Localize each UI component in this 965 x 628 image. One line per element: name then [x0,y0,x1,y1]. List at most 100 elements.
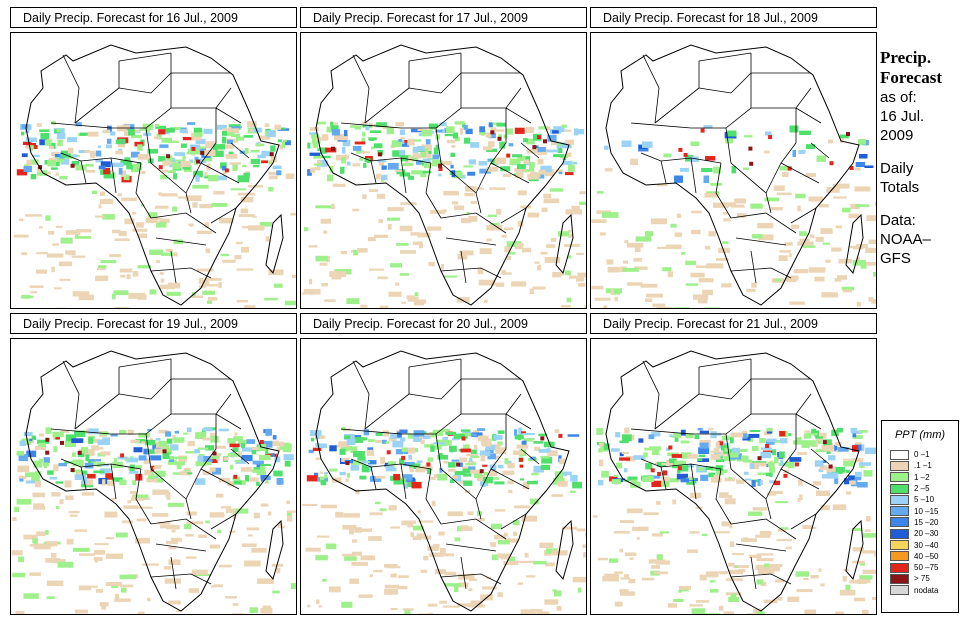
precip-cell [699,574,707,581]
precip-cell [228,127,240,134]
precip-cell [619,589,629,593]
precip-cell [540,456,550,459]
precip-cell [714,531,731,534]
precip-cell [822,242,830,245]
precip-cell [712,202,729,208]
precip-cell [512,450,524,455]
precip-cell [221,136,227,144]
panel-date: 17 Jul., 2009 [456,11,528,25]
precip-cell [102,479,106,486]
precip-cell [161,447,173,453]
precip-cell [513,531,518,536]
precip-cell [144,125,150,133]
precip-cell [264,297,278,301]
precip-cell [720,444,729,451]
precip-cell [818,204,829,208]
precip-cell [806,144,815,149]
precip-cell [454,205,464,211]
precip-cell [438,452,443,456]
country-border [200,108,217,164]
precip-cell [466,212,470,215]
precip-cell [550,238,557,242]
precip-cell [130,151,140,158]
precip-cell [710,454,721,460]
precip-cell [789,275,799,281]
precip-cell [179,163,190,168]
country-border [50,122,146,129]
precip-cell [749,430,761,432]
precip-cell [657,471,662,476]
precip-cell [704,613,721,614]
precip-cell [630,158,638,165]
precip-cell [667,603,677,608]
country-border [730,267,792,279]
precip-cell [417,155,422,159]
precip-cell [16,169,28,176]
country-border [690,463,697,500]
precip-cell [457,603,471,607]
country-border [460,556,467,590]
precip-cell [70,468,75,472]
precip-cell [764,150,770,154]
precip-cell [751,446,759,451]
precip-cell [133,447,143,453]
precip-cell [487,214,497,218]
precip-cell [466,454,478,457]
precip-cell [456,297,470,303]
precip-cell [628,578,636,584]
precip-cell [124,157,131,162]
country-border [425,162,442,219]
precip-cell [376,122,387,128]
precip-cell [18,218,24,222]
precip-cell [504,458,509,465]
precip-cell [246,121,257,127]
precip-cell [352,539,358,543]
precip-cell [171,529,176,533]
precip-cell [320,479,327,486]
precip-cell [78,294,94,301]
precip-cell [843,458,850,461]
precip-cell [363,429,370,436]
precip-cell [29,285,44,288]
precip-cell [107,480,116,486]
country-border [475,162,492,194]
precip-cell [132,480,137,485]
country-border [790,513,817,530]
precip-cell [362,437,368,441]
precip-cell [248,534,253,537]
precip-cell [435,134,440,140]
precip-cell [182,137,192,141]
precip-cell [284,300,296,306]
precip-cell [53,157,64,163]
precip-cell [496,122,506,127]
precip-cell [517,582,523,585]
precip-cell [538,448,550,453]
precip-cell [397,431,402,438]
precip-cell [422,435,431,439]
precip-cell [530,609,543,613]
precip-cell [393,474,401,481]
country-border [795,413,822,430]
precip-cell [151,475,159,478]
precip-cell [169,127,182,131]
precip-cell [447,469,456,472]
precip-cell [621,140,632,147]
precip-cell [447,511,463,517]
precip-cell [755,564,768,570]
precip-cell [534,261,540,264]
precip-cell [449,479,455,483]
precip-cell [193,127,202,133]
precip-cell [341,147,346,154]
precip-cell [523,433,535,436]
precip-cell [421,130,432,137]
precip-cell [570,490,576,493]
precip-cell [388,461,397,465]
precip-cell [856,482,868,488]
precip-cell [105,537,114,540]
precip-cell [257,578,274,584]
precip-cell [95,588,103,593]
precip-cell [144,469,152,476]
precip-cell [572,576,586,583]
precip-cell [138,432,150,438]
precip-cell [497,136,502,141]
